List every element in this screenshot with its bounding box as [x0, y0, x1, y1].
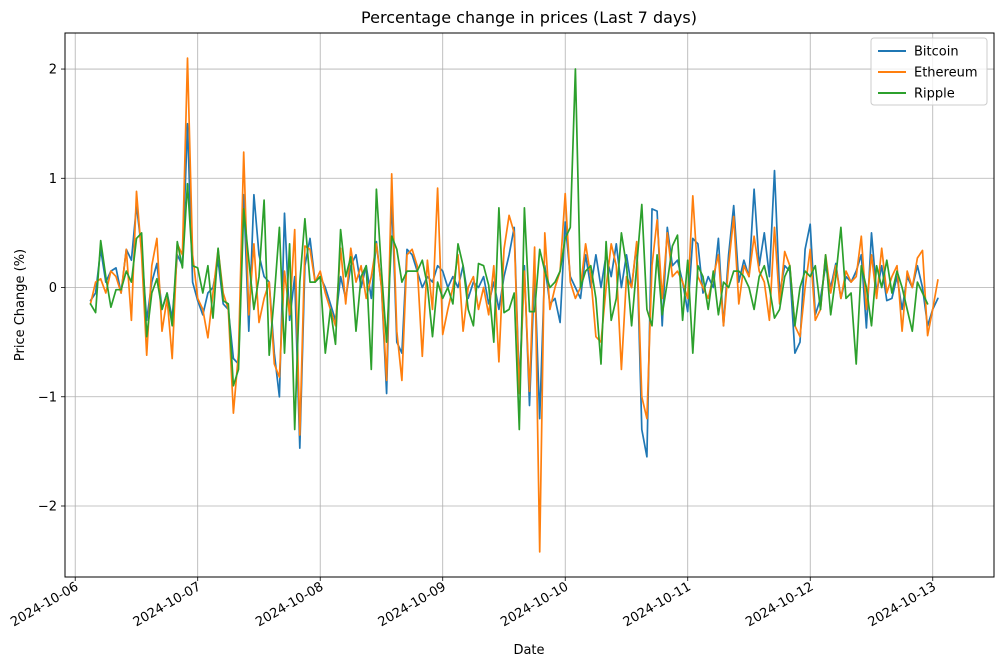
y-axis-label: Price Change (%): [13, 249, 28, 361]
plot-area-frame: [64, 32, 995, 578]
chart-title: Percentage change in prices (Last 7 days…: [361, 8, 697, 27]
series-line-ethereum: [89, 57, 939, 553]
y-tick-label: 1: [49, 172, 57, 187]
legend-box: [870, 37, 988, 106]
legend-label-bitcoin: Bitcoin: [914, 45, 959, 60]
series-line-ripple: [89, 68, 929, 431]
x-axis-label: Date: [513, 643, 544, 658]
legend-label-ripple: Ripple: [914, 87, 955, 102]
series-line-bitcoin: [89, 122, 939, 458]
y-tick-label: −1: [38, 390, 57, 405]
series-layer: [89, 57, 939, 553]
y-tick-label: 2: [49, 63, 57, 78]
legend-label-ethereum: Ethereum: [914, 66, 978, 81]
legend: Bitcoin Ethereum Ripple: [870, 37, 988, 106]
y-axis-ticks: −2 −1 0 1 2: [38, 63, 65, 514]
y-tick-label: 0: [49, 281, 57, 296]
y-tick-label: −2: [38, 499, 57, 514]
